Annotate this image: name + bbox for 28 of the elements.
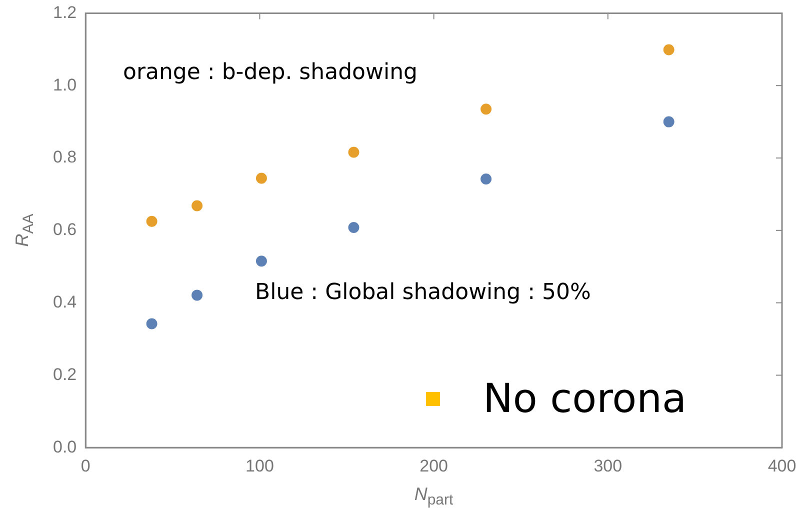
- y-tick-label: 0.2: [52, 364, 77, 384]
- annotation: Blue : Global shadowing : 50%: [255, 280, 591, 305]
- y-tick-label: 0.0: [52, 437, 77, 456]
- point: [348, 222, 360, 234]
- x-tick-label: 100: [246, 456, 274, 476]
- y-tick-label: 1.0: [52, 75, 77, 94]
- y-tick-label: 0.8: [52, 148, 77, 167]
- x-tick-label: 200: [420, 456, 448, 476]
- y-tick-label: 0.6: [52, 220, 77, 240]
- point: [480, 173, 492, 184]
- point: [146, 216, 158, 227]
- point: [146, 318, 158, 330]
- point: [663, 44, 674, 56]
- annotation: No corona: [483, 376, 686, 422]
- x-tick-label: 0: [80, 456, 90, 476]
- annotation: orange : b-dep. shadowing: [123, 60, 418, 85]
- point: [192, 200, 203, 212]
- point: [663, 116, 674, 128]
- y-tick-label: 0.4: [52, 292, 77, 312]
- point: [348, 146, 360, 158]
- x-axis-title: N$_{part}$: [414, 484, 454, 509]
- point: [192, 290, 203, 301]
- point: [256, 172, 267, 184]
- point: [480, 104, 492, 115]
- y-tick-label: 1.2: [52, 2, 77, 22]
- x-tick-label: 400: [768, 456, 796, 476]
- point: [256, 256, 267, 267]
- x-tick-label: 300: [594, 456, 622, 476]
